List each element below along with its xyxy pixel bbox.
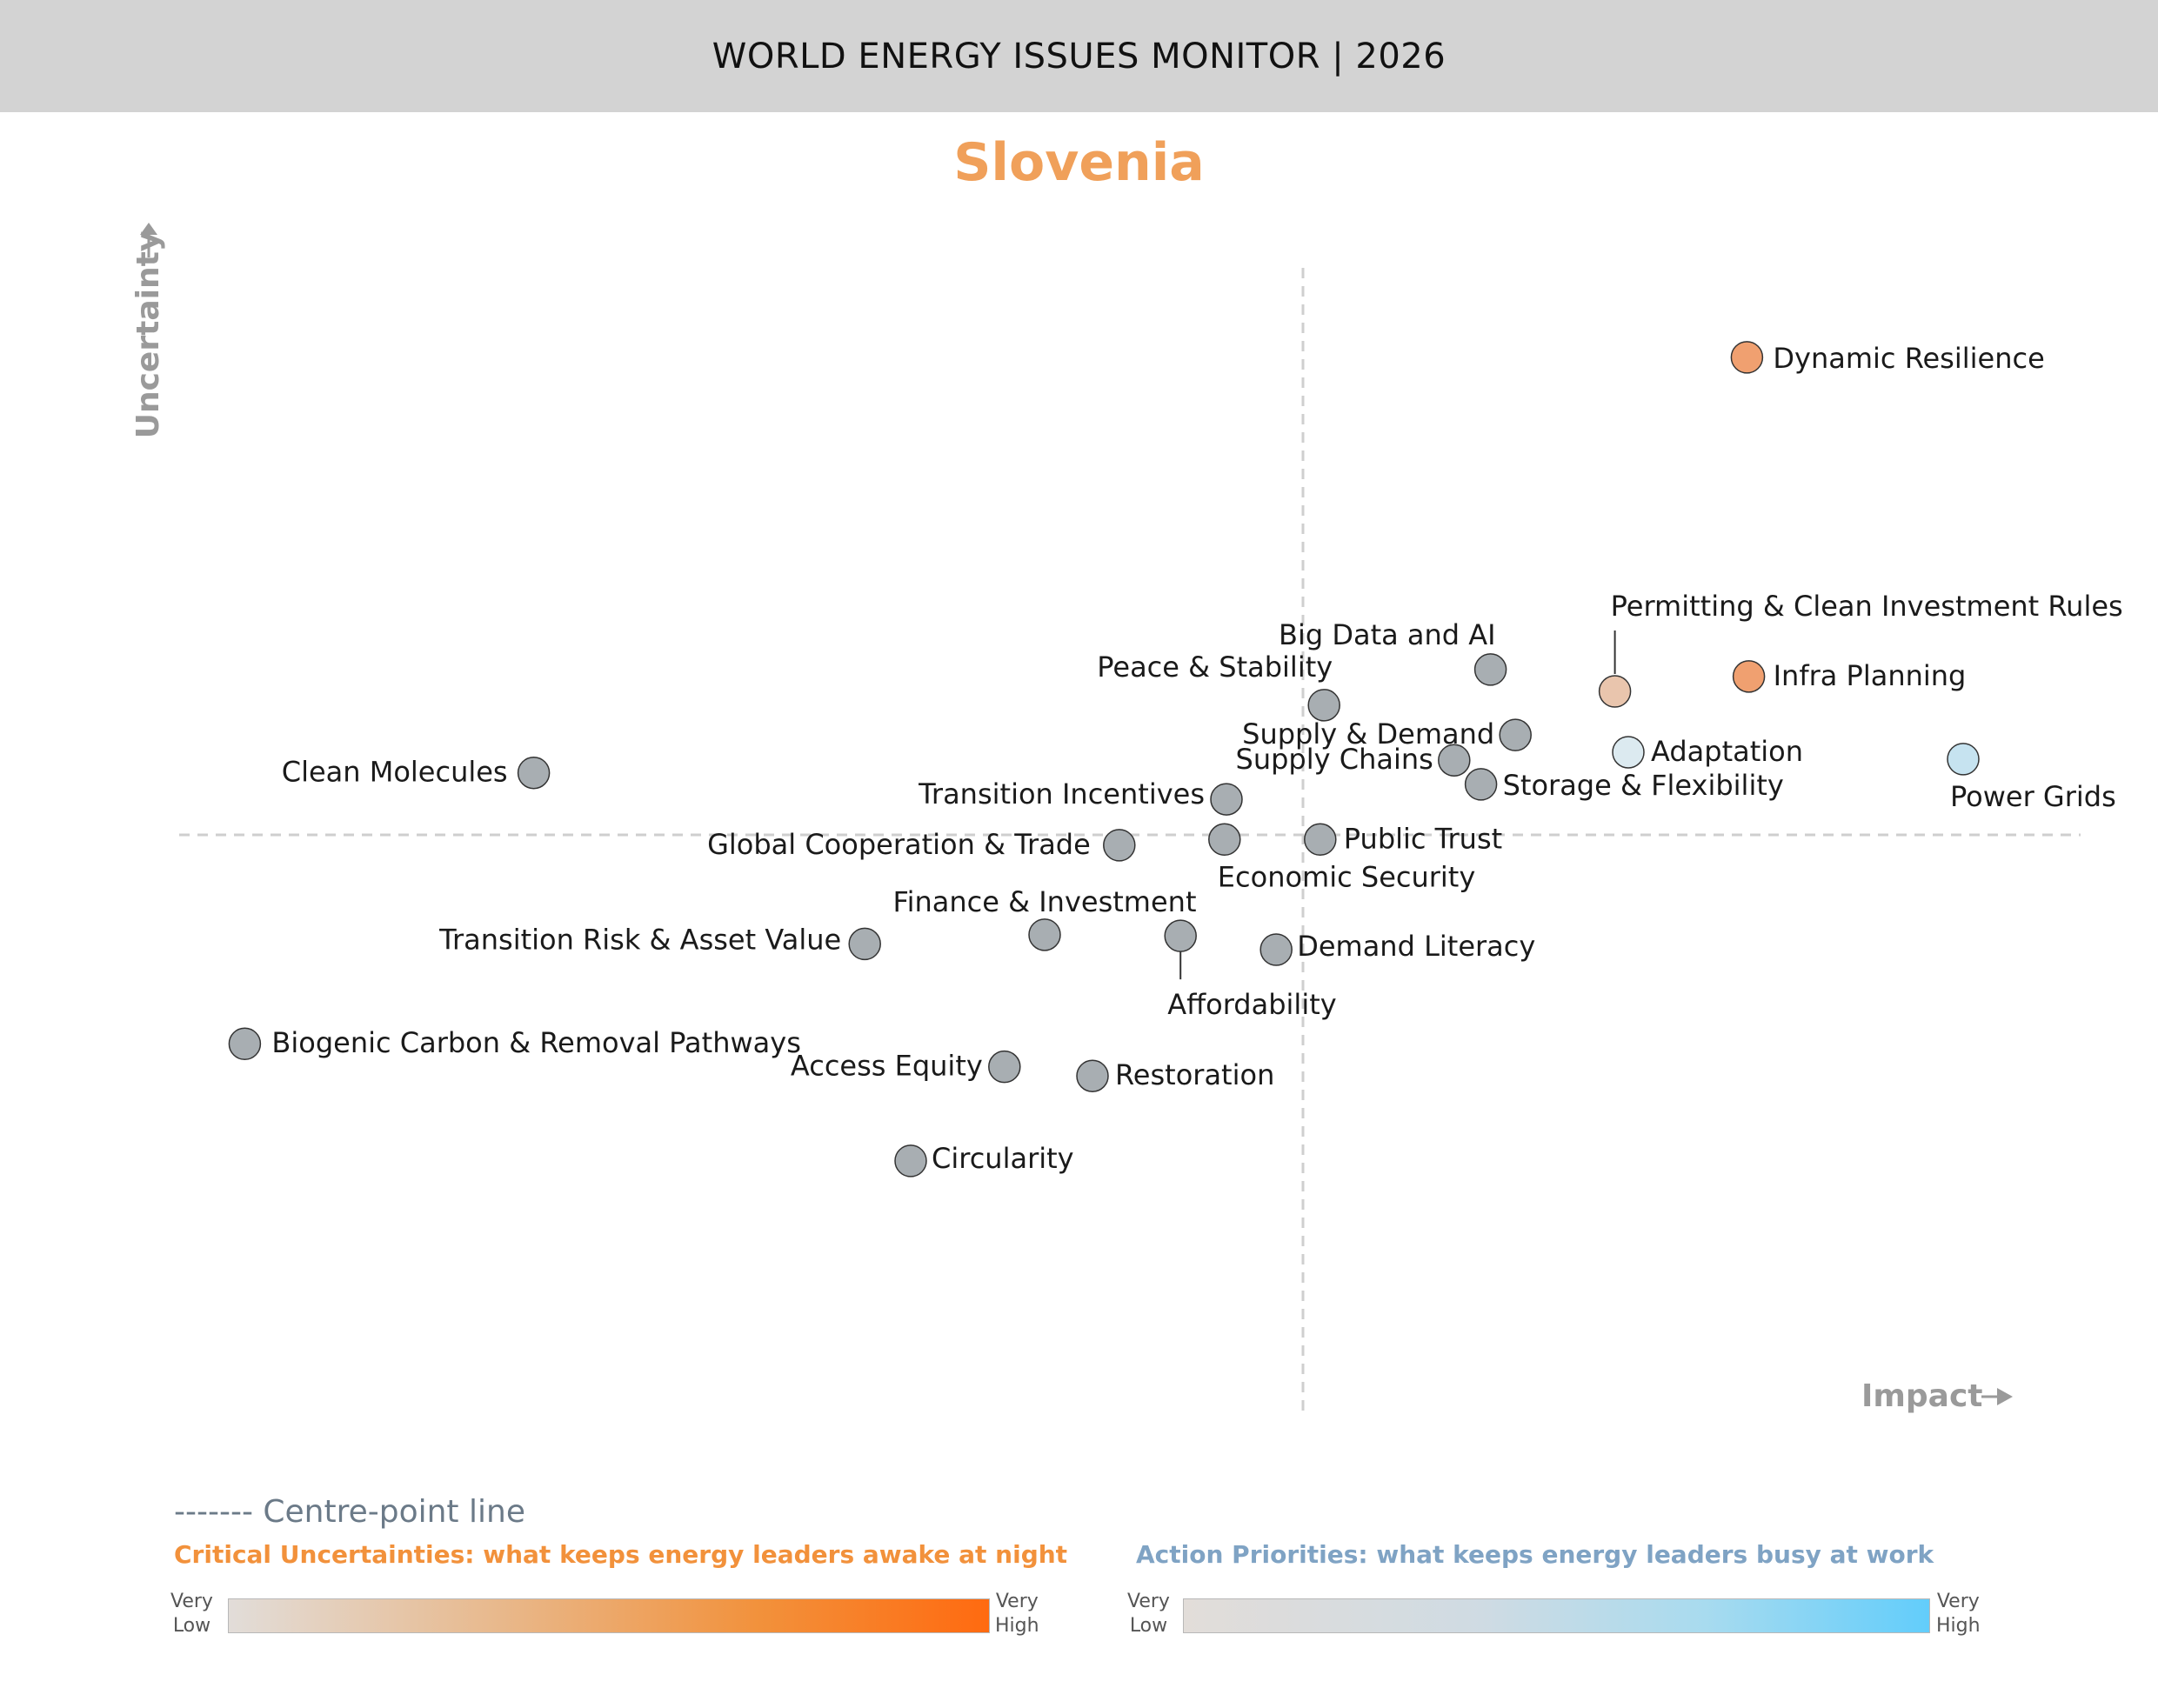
data-point-affordability — [1164, 919, 1197, 952]
point-label-access-equity: Access Equity — [791, 1050, 983, 1083]
data-point-big-data-and-ai — [1473, 653, 1507, 686]
point-label-dynamic-resilience: Dynamic Resilience — [1773, 342, 2044, 375]
data-point-infra-planning — [1732, 660, 1766, 693]
data-point-demand-literacy — [1259, 933, 1293, 966]
data-point-supply-chains — [1438, 744, 1471, 777]
action-priorities-legend: Action Priorities: what keeps energy lea… — [1136, 1540, 1934, 1569]
point-label-biogenic-carbon-and-removal-pathways: Biogenic Carbon & Removal Pathways — [271, 1026, 800, 1059]
cu-scale-high-label: Very High — [995, 1591, 1039, 1637]
data-point-clean-molecules — [517, 756, 551, 790]
point-label-affordability: Affordability — [1167, 988, 1337, 1021]
ap-scale-low-label: Very Low — [1127, 1591, 1170, 1637]
data-point-dynamic-resilience — [1730, 341, 1764, 374]
point-label-adaptation: Adaptation — [1651, 735, 1803, 768]
data-point-adaptation — [1612, 736, 1645, 769]
point-label-infra-planning: Infra Planning — [1774, 659, 1967, 692]
point-label-global-cooperation-and-trade: Global Cooperation & Trade — [707, 828, 1091, 861]
point-label-storage-and-flexibility: Storage & Flexibility — [1503, 769, 1784, 802]
point-label-public-trust: Public Trust — [1344, 822, 1502, 855]
point-label-permitting-and-clean-investment-rules: Permitting & Clean Investment Rules — [1611, 590, 2123, 623]
point-label-peace-and-stability: Peace & Stability — [1097, 651, 1333, 684]
country-title: Slovenia — [953, 132, 1205, 193]
data-point-access-equity — [988, 1050, 1021, 1084]
axes: Uncertainty Impact — [130, 223, 2081, 1414]
centre-line-legend: ------- Centre-point line — [174, 1494, 525, 1530]
point-label-transition-incentives: Transition Incentives — [918, 777, 1205, 811]
data-point-finance-and-investment — [1028, 918, 1061, 951]
data-point-storage-and-flexibility — [1464, 768, 1498, 801]
x-axis-arrow-icon — [1997, 1388, 2013, 1405]
page-header: WORLD ENERGY ISSUES MONITOR | 2026 — [0, 0, 2158, 112]
data-point-public-trust — [1304, 823, 1337, 857]
ap-scale-high-label: Very High — [1936, 1591, 1981, 1637]
point-label-clean-molecules: Clean Molecules — [282, 756, 508, 789]
data-point-economic-security — [1208, 823, 1241, 857]
point-label-big-data-and-ai: Big Data and AI — [1279, 618, 1496, 651]
data-point-restoration — [1076, 1059, 1109, 1092]
point-label-power-grids: Power Grids — [1950, 780, 2116, 813]
point-label-finance-and-investment: Finance & Investment — [893, 885, 1197, 918]
data-points — [228, 341, 1980, 1178]
data-point-permitting-and-clean-investment-rules — [1598, 675, 1632, 708]
data-point-transition-risk-and-asset-value — [848, 927, 881, 961]
data-point-global-cooperation-and-trade — [1103, 829, 1136, 862]
action-priorities-color-scale — [1183, 1598, 1930, 1633]
data-point-supply-and-demand — [1499, 718, 1532, 751]
data-point-power-grids — [1947, 743, 1980, 776]
data-point-biogenic-carbon-and-removal-pathways — [228, 1027, 262, 1060]
point-label-transition-risk-and-asset-value: Transition Risk & Asset Value — [438, 923, 841, 956]
cu-scale-low-label: Very Low — [170, 1591, 213, 1637]
point-label-restoration: Restoration — [1115, 1058, 1274, 1091]
point-label-economic-security: Economic Security — [1218, 860, 1475, 893]
y-axis-label: Uncertainty — [130, 231, 166, 439]
point-labels: Dynamic Resilience Big Data and AI Permitt… — [271, 342, 2122, 1175]
y-axis-arrow-icon — [140, 223, 157, 235]
point-label-demand-literacy: Demand Literacy — [1297, 930, 1535, 963]
x-axis-label: Impact — [1861, 1378, 1983, 1414]
data-point-peace-and-stability — [1307, 689, 1340, 722]
header-title: WORLD ENERGY ISSUES MONITOR | 2026 — [712, 36, 1446, 77]
critical-uncertainties-legend: Critical Uncertainties: what keeps energ… — [174, 1540, 1068, 1569]
data-point-circularity — [894, 1144, 927, 1178]
point-label-circularity: Circularity — [932, 1142, 1074, 1175]
point-label-supply-chains: Supply Chains — [1236, 743, 1433, 776]
data-point-transition-incentives — [1210, 783, 1243, 816]
critical-uncertainties-color-scale — [228, 1598, 990, 1633]
